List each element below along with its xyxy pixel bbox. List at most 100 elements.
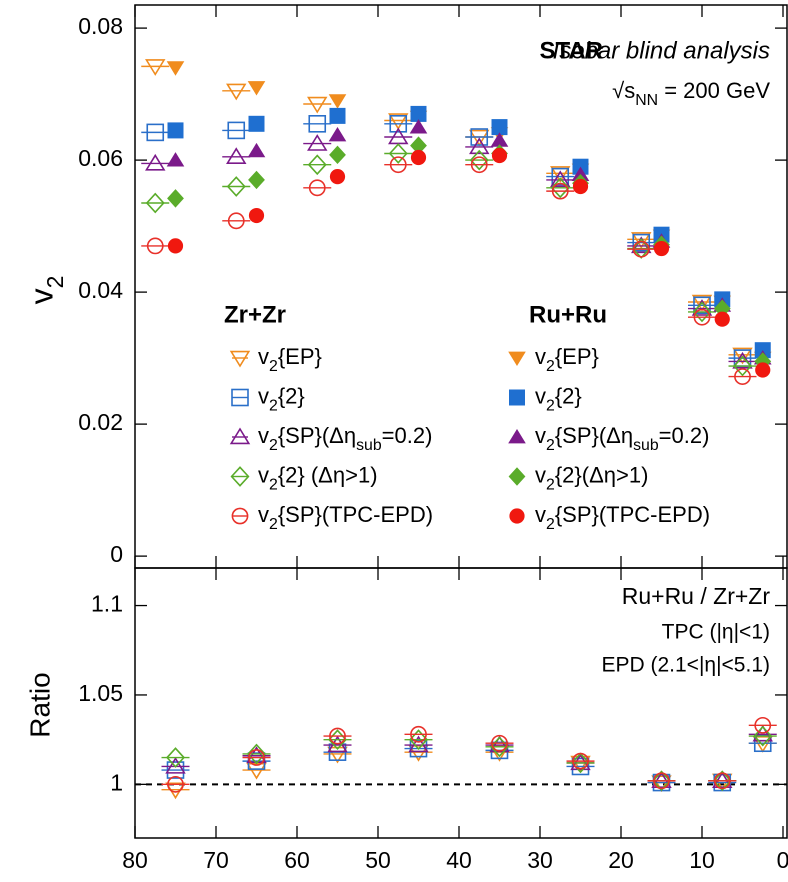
marker bbox=[714, 311, 730, 327]
marker bbox=[693, 308, 711, 326]
y-axis-label: v2 bbox=[23, 276, 68, 305]
marker bbox=[229, 350, 251, 368]
marker bbox=[388, 113, 409, 131]
legend-label: v2{2}(Δη>1) bbox=[535, 462, 648, 493]
marker bbox=[734, 368, 751, 385]
marker bbox=[229, 427, 251, 445]
marker bbox=[508, 429, 526, 444]
y-tick-label: 1.1 bbox=[91, 591, 123, 617]
y-tick-label: 1.05 bbox=[78, 680, 123, 706]
marker bbox=[145, 153, 166, 171]
marker bbox=[631, 232, 652, 249]
marker bbox=[509, 508, 525, 524]
annotation: √sNN = 200 GeV bbox=[612, 78, 770, 109]
marker bbox=[692, 301, 712, 323]
marker bbox=[752, 724, 773, 742]
marker bbox=[167, 189, 184, 208]
legend-label: v2{SP}(TPC-EPD) bbox=[258, 502, 433, 533]
marker bbox=[146, 123, 165, 142]
marker bbox=[410, 136, 427, 155]
marker bbox=[307, 96, 328, 114]
marker bbox=[632, 233, 651, 252]
marker bbox=[755, 362, 771, 378]
x-tick-label: 50 bbox=[365, 847, 391, 873]
x-tick-label: 20 bbox=[608, 847, 634, 873]
y-tick-label: 0.06 bbox=[78, 145, 123, 171]
annotation: Isobar blind analysis bbox=[553, 37, 770, 64]
marker bbox=[388, 143, 408, 164]
marker bbox=[489, 744, 510, 762]
marker bbox=[248, 207, 265, 224]
marker bbox=[551, 167, 570, 186]
marker bbox=[145, 59, 166, 76]
legend-label: v2{2} (Δη>1) bbox=[258, 462, 378, 493]
marker bbox=[227, 121, 246, 140]
marker bbox=[572, 178, 589, 195]
marker bbox=[248, 749, 265, 766]
marker bbox=[409, 729, 428, 751]
marker bbox=[410, 105, 427, 122]
marker bbox=[308, 179, 326, 197]
marker bbox=[146, 237, 164, 255]
marker bbox=[410, 149, 427, 166]
x-tick-label: 80 bbox=[122, 847, 148, 873]
marker bbox=[408, 744, 429, 762]
marker bbox=[713, 772, 731, 790]
marker bbox=[712, 771, 733, 788]
marker bbox=[226, 176, 246, 197]
legend-title: Zr+Zr bbox=[224, 301, 286, 328]
annotation: STAR bbox=[539, 37, 603, 64]
marker bbox=[165, 782, 186, 800]
marker bbox=[327, 746, 348, 764]
marker bbox=[631, 238, 651, 259]
marker bbox=[754, 716, 772, 734]
plot-frame bbox=[134, 567, 788, 839]
marker bbox=[732, 347, 753, 365]
legend-label: v2{SP}(TPC-EPD) bbox=[535, 502, 710, 533]
marker bbox=[491, 119, 508, 136]
marker bbox=[329, 727, 346, 745]
marker bbox=[329, 107, 346, 124]
x-tick-label: 40 bbox=[446, 847, 472, 873]
marker bbox=[509, 389, 525, 406]
marker bbox=[572, 752, 589, 770]
marker bbox=[491, 147, 508, 164]
marker bbox=[307, 154, 327, 176]
marker bbox=[491, 734, 508, 752]
marker bbox=[550, 166, 571, 183]
marker bbox=[230, 466, 250, 487]
x-tick-label: 0 bbox=[777, 847, 788, 873]
marker bbox=[166, 747, 185, 768]
marker bbox=[165, 756, 186, 774]
legend-label: v2{EP} bbox=[258, 344, 322, 375]
marker bbox=[167, 238, 184, 254]
marker bbox=[733, 355, 752, 377]
marker bbox=[389, 115, 408, 133]
marker bbox=[571, 752, 590, 774]
marker bbox=[389, 156, 407, 174]
marker bbox=[167, 122, 184, 139]
legend-label: v2{2} bbox=[258, 383, 305, 414]
y-tick-label: 0.04 bbox=[78, 277, 123, 303]
marker bbox=[551, 182, 569, 200]
marker bbox=[226, 147, 247, 165]
annotation: Ru+Ru / Zr+Zr bbox=[622, 583, 771, 609]
marker bbox=[712, 770, 732, 792]
marker bbox=[651, 775, 672, 793]
marker bbox=[329, 145, 346, 165]
marker bbox=[469, 129, 490, 147]
marker bbox=[469, 137, 490, 155]
legend-title: Ru+Ru bbox=[529, 301, 607, 328]
marker bbox=[247, 142, 266, 158]
x-tick-label: 30 bbox=[527, 847, 553, 873]
legend-label: v2{SP}(Δηsub=0.2) bbox=[258, 423, 432, 454]
marker bbox=[653, 240, 670, 257]
marker bbox=[248, 115, 265, 132]
y-tick-label: 0.08 bbox=[78, 13, 123, 39]
marker bbox=[652, 770, 671, 792]
marker bbox=[469, 149, 489, 171]
annotation: TPC (|η|<1) bbox=[662, 621, 770, 644]
marker bbox=[550, 170, 571, 188]
marker bbox=[470, 156, 488, 174]
